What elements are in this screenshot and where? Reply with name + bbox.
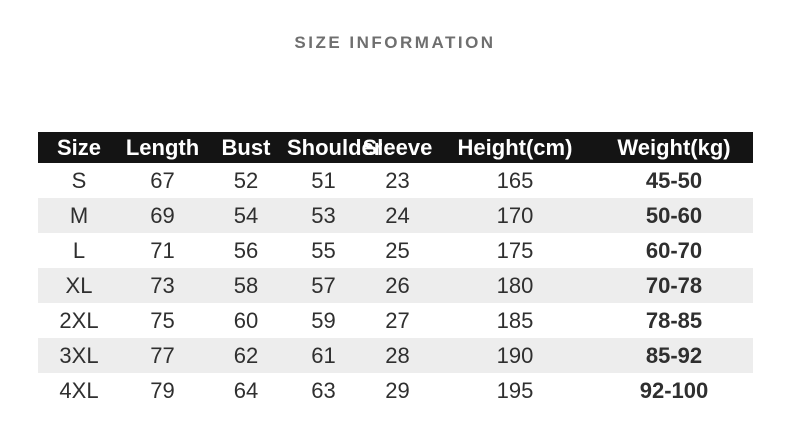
value-cell: 195 [496, 377, 534, 403]
table-row: 3XL 77 62 61 28 190 85-92 [38, 338, 753, 373]
value-cell: 28 [385, 342, 410, 368]
size-cell: 2XL [59, 307, 99, 333]
table-row: XL 73 58 57 26 180 70-78 [38, 268, 753, 303]
value-cell: 50-60 [645, 202, 703, 228]
value-cell: 24 [385, 202, 410, 228]
column-header: Height(cm) [435, 132, 595, 163]
size-cell: XL [65, 272, 93, 298]
value-cell: 70-78 [645, 272, 703, 298]
table-row: M 69 54 53 24 170 50-60 [38, 198, 753, 233]
value-cell: 165 [496, 167, 534, 193]
page-title: SIZE INFORMATION [294, 33, 496, 52]
value-cell: 55 [311, 237, 336, 263]
value-cell: 60-70 [645, 237, 703, 263]
size-cell: 3XL [59, 342, 99, 368]
value-cell: 67 [150, 167, 175, 193]
value-cell: 63 [311, 377, 336, 403]
value-cell: 29 [385, 377, 410, 403]
column-header: Bust [205, 132, 287, 163]
column-header: Weight(kg) [595, 132, 753, 163]
size-cell: 4XL [59, 377, 99, 403]
value-cell: 175 [496, 237, 534, 263]
column-header: Shoulder [287, 132, 382, 163]
value-cell: 45-50 [645, 167, 703, 193]
value-cell: 77 [150, 342, 175, 368]
value-cell: 79 [150, 377, 175, 403]
value-cell: 51 [311, 167, 336, 193]
table-row: S 67 52 51 23 165 45-50 [38, 163, 753, 198]
table-header-row: Size Length Bust Shoulder Sleeve Height(cm) We… [38, 132, 753, 163]
table-row: L 71 56 55 25 175 60-70 [38, 233, 753, 268]
table-row: 2XL 75 60 59 27 185 78-85 [38, 303, 753, 338]
value-cell: 190 [496, 342, 534, 368]
value-cell: 64 [233, 377, 259, 403]
value-cell: 170 [496, 202, 534, 228]
value-cell: 75 [150, 307, 175, 333]
value-cell: 73 [150, 272, 175, 298]
value-cell: 56 [233, 237, 259, 263]
value-cell: 60 [233, 307, 259, 333]
value-cell: 52 [233, 167, 259, 193]
value-cell: 185 [496, 307, 534, 333]
column-header: Size [38, 132, 120, 163]
value-cell: 53 [311, 202, 336, 228]
value-cell: 69 [150, 202, 175, 228]
size-cell: S [71, 167, 87, 193]
value-cell: 54 [233, 202, 259, 228]
value-cell: 23 [385, 167, 410, 193]
value-cell: 58 [233, 272, 259, 298]
table-row: 4XL 79 64 63 29 195 92-100 [38, 373, 753, 408]
value-cell: 59 [311, 307, 336, 333]
value-cell: 25 [385, 237, 410, 263]
value-cell: 85-92 [645, 342, 703, 368]
column-header: Length [120, 132, 205, 163]
size-cell: M [69, 202, 89, 228]
column-header: Sleeve [360, 132, 435, 163]
size-table: Size Length Bust Shoulder Sleeve Height(cm) We… [38, 132, 753, 408]
value-cell: 78-85 [645, 307, 703, 333]
value-cell: 180 [496, 272, 534, 298]
value-cell: 92-100 [639, 377, 709, 403]
size-cell: L [72, 237, 86, 263]
value-cell: 71 [150, 237, 175, 263]
value-cell: 62 [233, 342, 259, 368]
value-cell: 57 [311, 272, 336, 298]
value-cell: 26 [385, 272, 410, 298]
value-cell: 61 [311, 342, 336, 368]
value-cell: 27 [385, 307, 410, 333]
